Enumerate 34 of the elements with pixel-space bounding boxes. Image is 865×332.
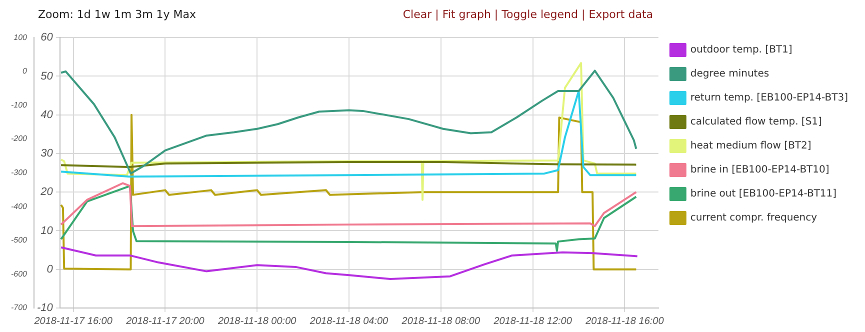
y-tick-label: 30 — [40, 148, 54, 160]
x-tick-label: 2018-11-17 16:00 — [33, 316, 113, 327]
y2-tick-label: -400 — [10, 202, 28, 211]
legend-label: calculated flow temp. [S1] — [690, 116, 822, 128]
legend-label: outdoor temp. [BT1] — [690, 44, 792, 56]
legend-label: heat medium flow [BT2] — [690, 140, 812, 152]
y2-tick-label: -100 — [10, 100, 28, 110]
x-tick-label: 2018-11-18 04:00 — [308, 316, 389, 327]
y-tick-label: 60 — [40, 32, 54, 44]
y2-tick-label: -200 — [10, 134, 28, 144]
y2-tick-label: 100 — [14, 32, 28, 42]
y-tick-label: -10 — [37, 302, 54, 314]
text: Zoom: 1d 1w 1m 3m 1y Max — [38, 8, 196, 23]
x-tick-label: 2018-11-18 16:00 — [584, 316, 664, 327]
text: Clear | Fit graph | Toggle legend | Export data — [402, 8, 653, 23]
y-tick-label: 20 — [40, 186, 54, 198]
x-tick-label: 2018-11-18 08:00 — [400, 316, 480, 327]
legend-label: brine in [EB100-EP14-BT10] — [690, 164, 830, 176]
y-tick-label: 40 — [40, 108, 54, 121]
legend-label: brine out [EB100-EP14-BT11] — [690, 188, 837, 200]
y2-tick-label: 0 — [22, 66, 28, 76]
x-tick-label: 2018-11-18 12:00 — [492, 316, 572, 327]
y2-tick-label: -500 — [10, 236, 28, 245]
y2-tick-label: -700 — [10, 303, 28, 312]
x-tick-label: 2018-11-17 20:00 — [125, 316, 205, 327]
legend-label: degree minutes — [690, 68, 770, 80]
legend-label: return temp. [EB100-EP14-BT3] — [690, 92, 848, 104]
y2-tick-label: -600 — [10, 269, 28, 278]
y2-tick-label: -300 — [10, 168, 28, 178]
y-tick-label: 50 — [40, 70, 54, 82]
x-tick-label: 2018-11-18 00:00 — [216, 316, 297, 327]
y-tick-label: 10 — [40, 224, 54, 237]
y-tick-label: 0 — [46, 263, 54, 276]
legend-label: current compr. frequency — [690, 212, 818, 224]
